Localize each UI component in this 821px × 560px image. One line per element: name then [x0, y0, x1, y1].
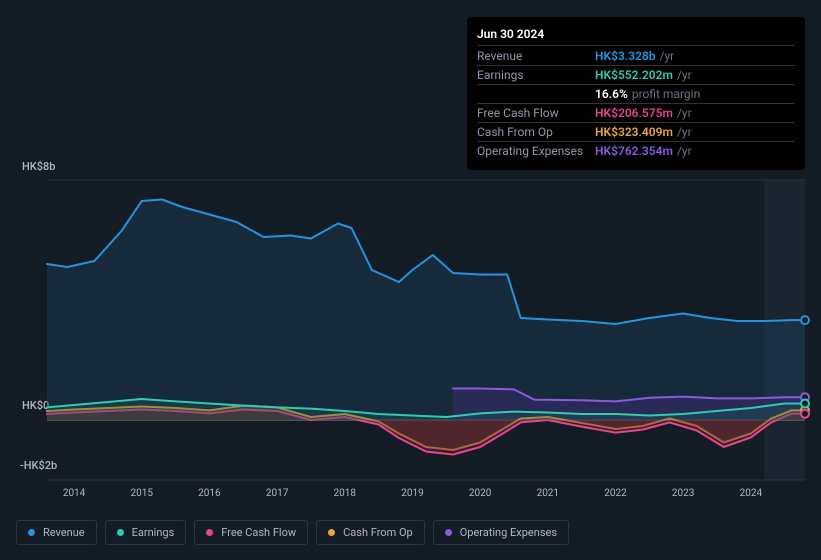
legend-item-earnings[interactable]: Earnings	[105, 520, 187, 545]
legend-item-cashFromOp[interactable]: Cash From Op	[316, 520, 425, 545]
tooltip-row: EarningsHK$552.202m/yr	[477, 66, 795, 85]
tooltip-metric-label: Earnings	[477, 68, 595, 82]
legend-dot	[206, 529, 213, 536]
tooltip-profit-margin: 16.6%	[595, 87, 628, 101]
legend-item-revenue[interactable]: Revenue	[16, 520, 97, 545]
x-axis-label: 2019	[401, 488, 423, 499]
legend-label: Earnings	[132, 526, 175, 539]
tooltip-metric-value: HK$552.202m	[595, 68, 673, 82]
x-axis-label: 2018	[334, 488, 356, 499]
tooltip-unit: /yr	[677, 125, 692, 139]
x-axis-label: 2015	[131, 488, 153, 499]
tooltip-row: Operating ExpensesHK$762.354m/yr	[477, 142, 795, 160]
chart-container: HK$8b HK$0 -HK$2b 2014201520162017201820…	[0, 0, 821, 560]
legend-label: Operating Expenses	[460, 526, 557, 539]
tooltip-metric-value: HK$762.354m	[595, 144, 673, 158]
x-axis-label: 2017	[266, 488, 288, 499]
legend-dot	[445, 529, 452, 536]
legend-dot	[328, 529, 335, 536]
tooltip-unit: /yr	[677, 106, 692, 120]
tooltip-metric-label: Revenue	[477, 49, 595, 63]
legend-label: Revenue	[43, 526, 85, 539]
tooltip-metric-label: Free Cash Flow	[477, 106, 595, 120]
tooltip-row: Cash From OpHK$323.409m/yr	[477, 123, 795, 142]
x-axis-label: 2014	[63, 488, 85, 499]
tooltip-metric-value: HK$323.409m	[595, 125, 673, 139]
x-axis-label: 2016	[198, 488, 220, 499]
tooltip-metric-value: HK$206.575m	[595, 106, 673, 120]
tooltip-metric-label: Cash From Op	[477, 125, 595, 139]
legend-label: Free Cash Flow	[221, 526, 296, 539]
chart-tooltip: Jun 30 2024 RevenueHK$3.328b/yrEarningsH…	[467, 17, 805, 170]
tooltip-unit: /yr	[660, 49, 675, 63]
legend-item-operatingExpenses[interactable]: Operating Expenses	[433, 520, 569, 545]
tooltip-date: Jun 30 2024	[477, 25, 795, 46]
legend-dot	[28, 529, 35, 536]
legend-label: Cash From Op	[343, 526, 413, 539]
tooltip-row: Free Cash FlowHK$206.575m/yr	[477, 104, 795, 123]
x-axis-label: 2024	[740, 488, 762, 499]
chart-legend: Revenue Earnings Free Cash Flow Cash From O…	[16, 520, 569, 545]
x-axis-label: 2020	[469, 488, 491, 499]
x-axis-label: 2023	[672, 488, 694, 499]
tooltip-row: RevenueHK$3.328b/yr	[477, 47, 795, 66]
tooltip-unit: /yr	[677, 68, 692, 82]
x-axis-label: 2021	[537, 488, 559, 499]
legend-item-freeCashFlow[interactable]: Free Cash Flow	[194, 520, 308, 545]
tooltip-row: 16.6% profit margin	[477, 85, 795, 104]
tooltip-unit: /yr	[677, 144, 692, 158]
x-axis-label: 2022	[604, 488, 626, 499]
legend-dot	[117, 529, 124, 536]
tooltip-metric-label: Operating Expenses	[477, 144, 595, 158]
tooltip-metric-value: HK$3.328b	[595, 49, 656, 63]
tooltip-extra-text: profit margin	[632, 87, 700, 101]
